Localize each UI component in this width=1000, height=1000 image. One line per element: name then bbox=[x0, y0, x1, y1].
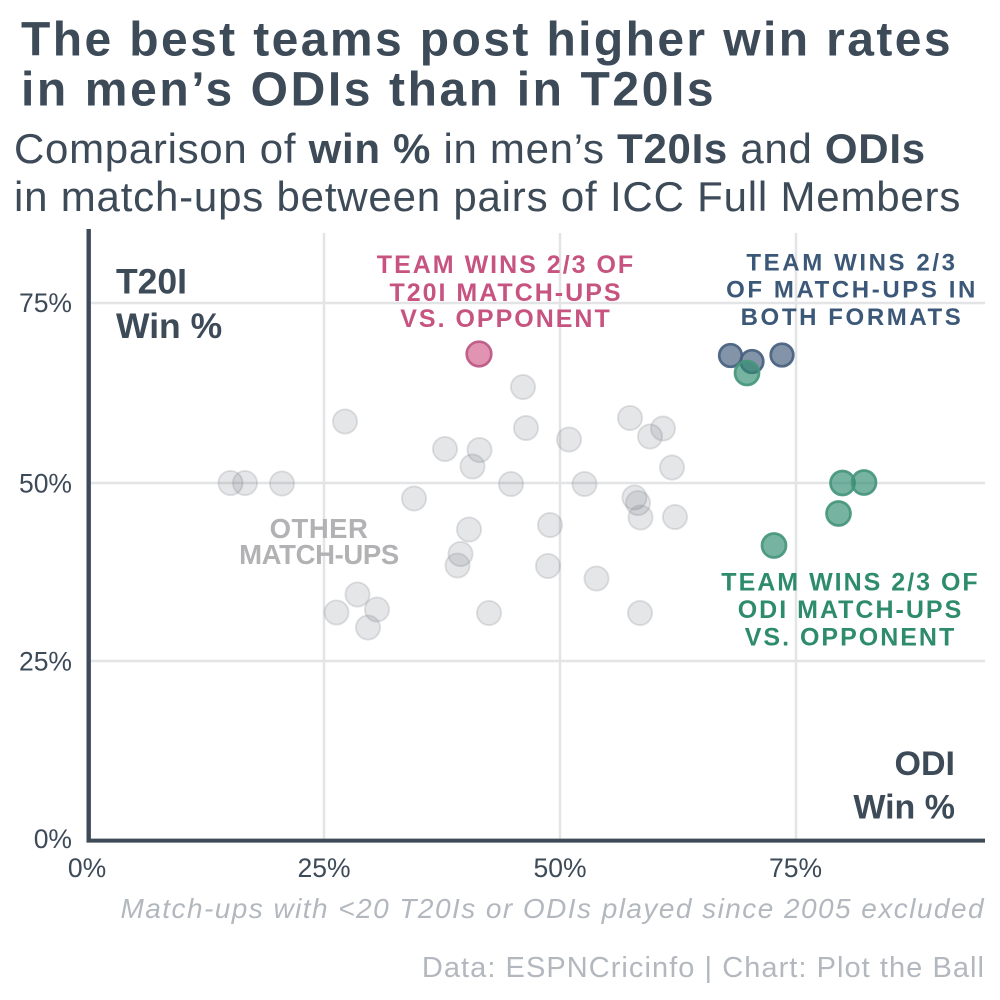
svg-text:T20I MATCH-UPS: T20I MATCH-UPS bbox=[389, 279, 622, 307]
svg-text:50%: 50% bbox=[533, 853, 586, 883]
svg-text:TEAM WINS 2/3 OF: TEAM WINS 2/3 OF bbox=[721, 569, 979, 597]
svg-text:Match-ups with <20 T20Is or OD: Match-ups with <20 T20Is or ODIs played … bbox=[120, 893, 985, 924]
svg-text:The best teams post higher win: The best teams post higher win rates bbox=[21, 14, 953, 67]
svg-text:VS. OPPONENT: VS. OPPONENT bbox=[400, 305, 612, 333]
svg-text:in match-ups between pairs of: in match-ups between pairs of ICC Full M… bbox=[14, 173, 961, 220]
svg-text:50%: 50% bbox=[19, 469, 72, 499]
svg-text:VS. OPPONENT: VS. OPPONENT bbox=[745, 623, 957, 651]
svg-text:Data: ESPNCricinfo | Chart: Pl: Data: ESPNCricinfo | Chart: Plot the Bal… bbox=[422, 952, 985, 984]
svg-text:in men’s ODIs than in T20Is: in men’s ODIs than in T20Is bbox=[21, 64, 716, 117]
svg-text:ODI: ODI bbox=[895, 745, 955, 783]
svg-text:BOTH FORMATS: BOTH FORMATS bbox=[741, 304, 964, 331]
svg-text:OF MATCH-UPS IN: OF MATCH-UPS IN bbox=[726, 277, 978, 304]
svg-text:25%: 25% bbox=[297, 853, 350, 883]
svg-text:TEAM WINS 2/3: TEAM WINS 2/3 bbox=[746, 250, 957, 277]
svg-text:T20I: T20I bbox=[116, 262, 187, 302]
svg-text:Win %: Win % bbox=[853, 789, 955, 827]
svg-text:75%: 75% bbox=[769, 853, 822, 883]
svg-text:Comparison of win % in men’s T: Comparison of win % in men’s T20Is and O… bbox=[14, 125, 926, 172]
svg-text:OTHER: OTHER bbox=[270, 513, 369, 544]
svg-text:75%: 75% bbox=[19, 288, 72, 318]
svg-text:MATCH-UPS: MATCH-UPS bbox=[239, 539, 399, 570]
svg-text:ODI MATCH-UPS: ODI MATCH-UPS bbox=[738, 596, 964, 624]
svg-text:Win %: Win % bbox=[116, 306, 222, 346]
svg-text:25%: 25% bbox=[19, 647, 72, 677]
svg-text:0%: 0% bbox=[68, 853, 106, 883]
svg-text:0%: 0% bbox=[34, 824, 72, 854]
svg-text:TEAM WINS 2/3 OF: TEAM WINS 2/3 OF bbox=[377, 251, 635, 279]
